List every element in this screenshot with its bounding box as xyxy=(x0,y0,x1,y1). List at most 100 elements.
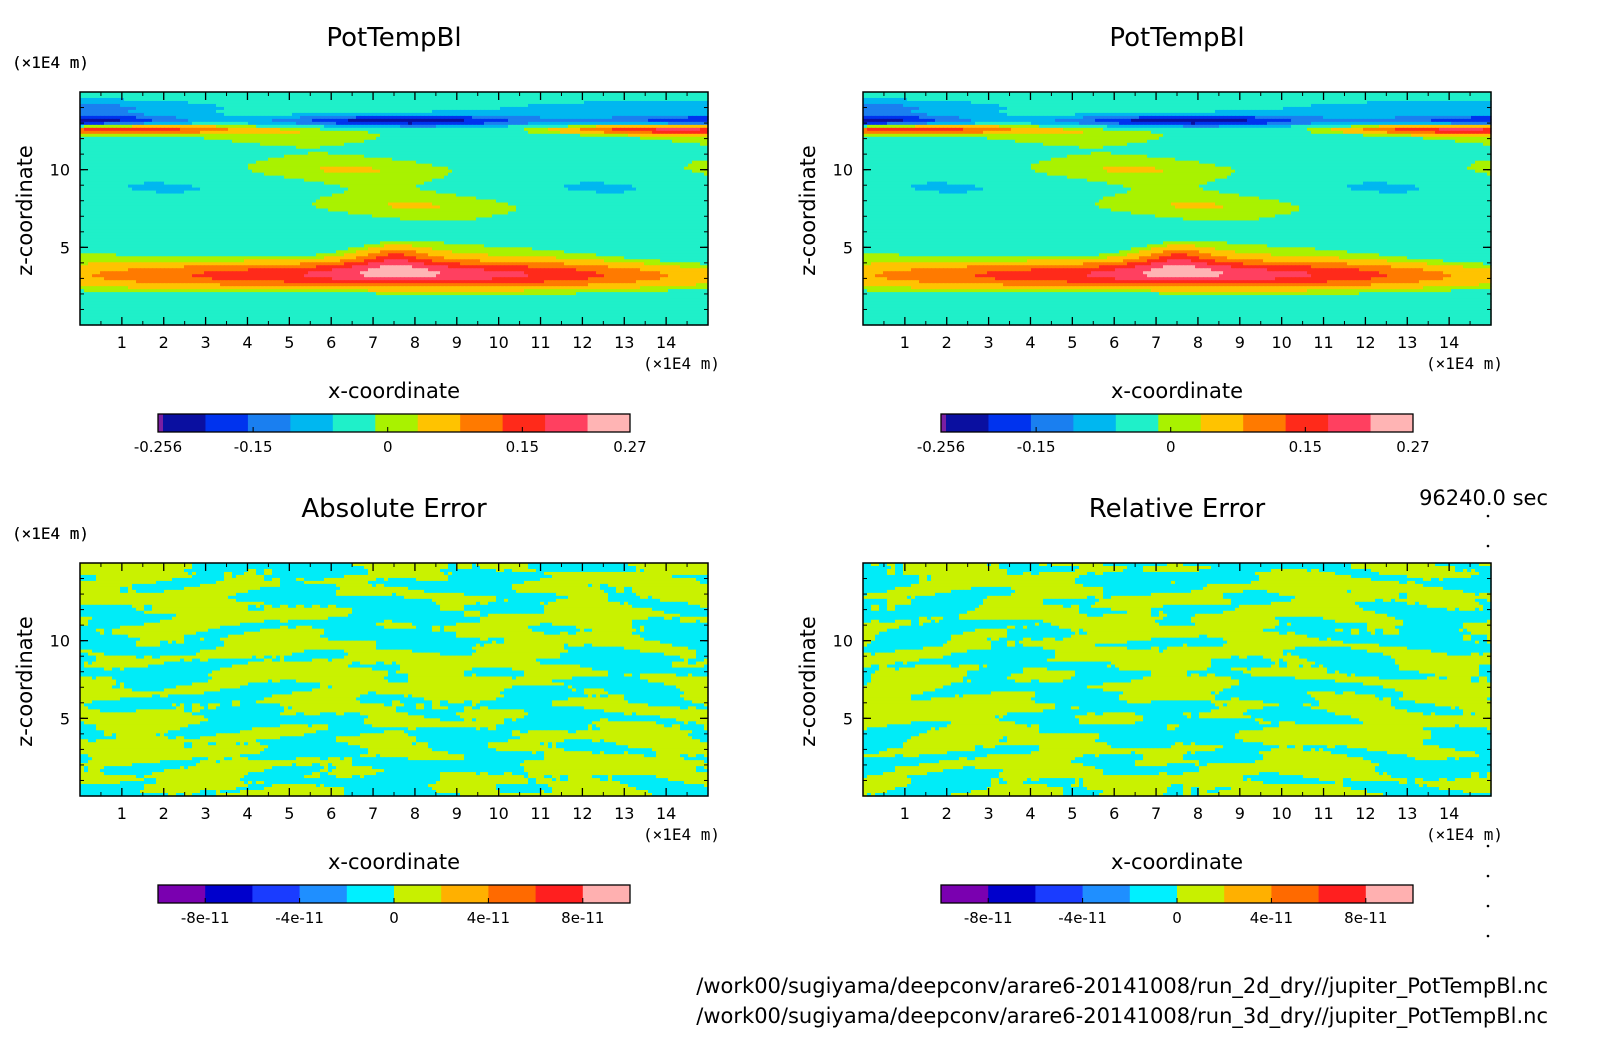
field-cell xyxy=(304,118,309,123)
field-cell xyxy=(200,100,205,105)
field-cell xyxy=(644,109,649,114)
field-cell xyxy=(612,115,617,120)
field-cell xyxy=(248,92,253,96)
field-cell xyxy=(168,109,173,114)
field-cell xyxy=(480,109,485,114)
field-cell xyxy=(600,94,605,99)
field-cell xyxy=(192,94,197,99)
field-cell xyxy=(508,97,513,102)
field-cell xyxy=(348,97,353,102)
field-cell xyxy=(464,92,469,96)
field-cell xyxy=(468,118,473,123)
field-cell xyxy=(644,92,649,96)
field-cell xyxy=(668,100,673,105)
field-cell xyxy=(368,97,373,102)
field-cell xyxy=(292,94,297,99)
field-cell xyxy=(240,103,245,108)
field-cell xyxy=(216,109,221,114)
field-cell xyxy=(152,109,157,114)
field-cell xyxy=(700,112,705,117)
field-cell xyxy=(116,100,121,105)
field-cell xyxy=(188,118,193,123)
field-cell xyxy=(144,109,149,114)
field-cell xyxy=(516,92,521,96)
field-cell xyxy=(200,118,205,123)
field-cell xyxy=(572,115,577,120)
field-cell xyxy=(476,106,481,111)
field-cell xyxy=(504,100,509,105)
field-cell xyxy=(552,97,557,102)
field-cell xyxy=(180,103,185,108)
field-cell xyxy=(300,109,305,114)
field-cell xyxy=(480,100,485,105)
field-cell xyxy=(408,103,413,108)
field-cell xyxy=(176,109,181,114)
field-cell xyxy=(204,92,209,96)
field-cell xyxy=(132,109,137,114)
field-cell xyxy=(216,106,221,111)
field-cell xyxy=(308,112,313,117)
field-cell xyxy=(328,112,333,117)
field-cell xyxy=(260,92,265,96)
field-cell xyxy=(332,115,337,120)
field-cell xyxy=(672,103,677,108)
field-cell xyxy=(704,94,709,99)
field-cell xyxy=(676,94,681,99)
field-cell xyxy=(484,106,489,111)
field-cell xyxy=(188,92,193,96)
field-cell xyxy=(436,94,441,99)
field-cell xyxy=(508,106,513,111)
field-cell xyxy=(148,118,153,123)
field-cell xyxy=(460,100,465,105)
field-cell xyxy=(312,115,317,120)
field-cell xyxy=(404,97,409,102)
field-cell xyxy=(136,97,141,102)
field-cell xyxy=(508,94,513,99)
field-cell xyxy=(308,103,313,108)
field-cell xyxy=(556,115,561,120)
field-cell xyxy=(636,115,641,120)
field-cell xyxy=(104,112,109,117)
field-cell xyxy=(448,100,453,105)
field-cell xyxy=(552,92,557,96)
field-cell xyxy=(80,106,85,111)
field-cell xyxy=(652,100,657,105)
field-cell xyxy=(104,115,109,120)
field-cell xyxy=(488,115,493,120)
field-cell xyxy=(344,100,349,105)
field-cell xyxy=(200,109,205,114)
field-cell xyxy=(440,94,445,99)
field-cell xyxy=(624,112,629,117)
field-cell xyxy=(500,112,505,117)
field-cell xyxy=(456,94,461,99)
field-cell xyxy=(352,103,357,108)
field-cell xyxy=(252,109,257,114)
field-cell xyxy=(704,115,709,120)
field-cell xyxy=(384,94,389,99)
field-cell xyxy=(664,106,669,111)
field-cell xyxy=(292,100,297,105)
field-cell xyxy=(396,92,401,96)
field-cell xyxy=(684,97,689,102)
field-cell xyxy=(532,103,537,108)
field-cell xyxy=(316,103,321,108)
field-cell xyxy=(660,97,665,102)
field-cell xyxy=(348,115,353,120)
field-cell xyxy=(468,100,473,105)
field-cell xyxy=(124,92,129,96)
field-cell xyxy=(484,100,489,105)
field-cell xyxy=(192,103,197,108)
field-cell xyxy=(544,103,549,108)
field-cell xyxy=(328,94,333,99)
field-cell xyxy=(620,100,625,105)
field-cell xyxy=(320,92,325,96)
field-cell xyxy=(444,92,449,96)
field-cell xyxy=(288,115,293,120)
field-cell xyxy=(476,103,481,108)
field-cell xyxy=(228,115,233,120)
field-cell xyxy=(288,106,293,111)
field-cell xyxy=(476,115,481,120)
field-cell xyxy=(396,109,401,114)
field-cell xyxy=(488,109,493,114)
field-cell xyxy=(632,109,637,114)
